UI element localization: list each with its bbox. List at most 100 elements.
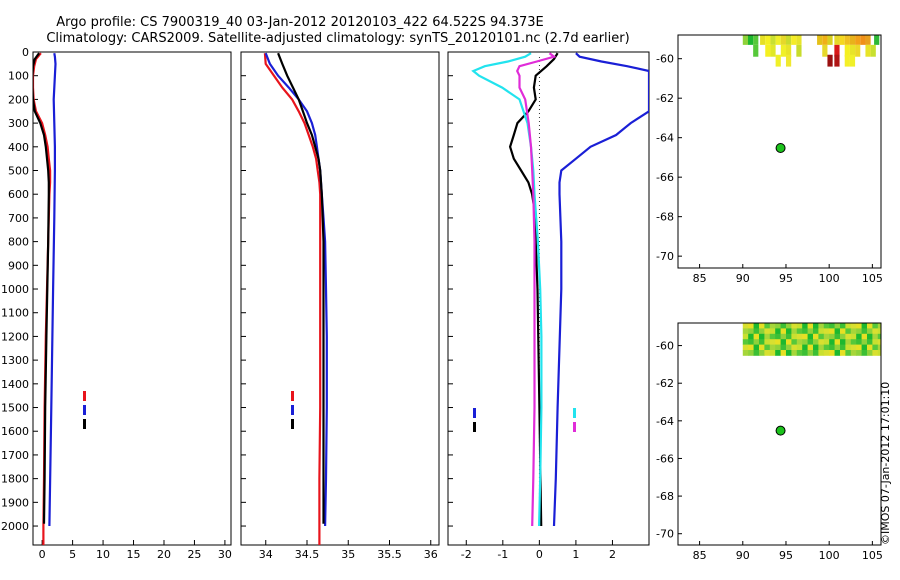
sla_map-ytick-label: -68 — [656, 490, 674, 503]
figure-title-line-2: Climatology: CARS2009. Satellite-adjuste… — [46, 31, 629, 46]
sla-cell — [791, 339, 798, 345]
sst_map-xtick-label: 100 — [819, 272, 840, 285]
sla-cell — [850, 333, 857, 340]
sst-cell — [765, 35, 771, 45]
sla-cell — [877, 350, 881, 356]
sst-cell — [874, 35, 880, 45]
temperature-ytick-label: 400 — [8, 141, 29, 154]
sla-cell — [812, 344, 819, 351]
sla_map-argo-position-marker — [775, 425, 786, 436]
salinity-frame — [240, 51, 440, 546]
sst-cell — [839, 35, 845, 45]
sla-cell — [796, 344, 803, 351]
sla_map-panel: 85 90 95 100 105 -60 -62 -64 -66 -68 -70 — [656, 322, 883, 562]
sla-cell — [758, 339, 765, 345]
temperature-series-1 — [48, 53, 57, 527]
difference-series-0 — [552, 52, 649, 527]
sla-cell — [839, 328, 846, 335]
sst-cell — [742, 35, 748, 45]
difference-series-1 — [508, 52, 559, 527]
sla-cell — [866, 339, 873, 345]
sla_map-xtick-label: 85 — [693, 549, 707, 562]
sla-cell — [791, 323, 798, 329]
sst-cell — [834, 35, 840, 45]
sla-cell — [802, 350, 808, 356]
difference-xtick-label: -1 — [497, 548, 508, 561]
salinity-xtick-label: 34.5 — [295, 548, 320, 561]
sla-cell — [861, 333, 868, 340]
sla_map-ytick-label: -66 — [656, 452, 674, 465]
sla-cell — [845, 344, 852, 351]
sla-cell — [877, 323, 881, 329]
sla-cell — [791, 333, 798, 340]
sla-cell — [769, 333, 776, 340]
sla-cell — [850, 323, 857, 329]
sla-cell — [823, 323, 830, 329]
sla-cell — [758, 323, 765, 329]
sla-cell — [775, 350, 781, 356]
sla_map-ytick-label: -64 — [656, 415, 674, 428]
temperature-legend-swatch — [83, 405, 86, 415]
sla-cell — [872, 350, 879, 356]
sla-cell — [780, 333, 787, 340]
salinity-legend-swatch — [291, 419, 294, 429]
sla-cell — [764, 323, 771, 329]
sla-cell — [872, 323, 879, 329]
sst-cell — [817, 35, 823, 45]
temperature-legend-swatch — [83, 391, 86, 401]
sst-cell — [770, 35, 776, 45]
salinity-xtick-label: 36 — [424, 548, 438, 561]
sla_map-ytick-label: -70 — [656, 528, 674, 541]
sla-cell — [780, 328, 787, 335]
temperature-ytick-label: 0 — [22, 46, 29, 59]
difference-panel: -2 -1 0 1 2 — [447, 51, 650, 561]
sla-cell — [823, 350, 830, 356]
sla-cell — [807, 344, 814, 351]
sla-cell — [856, 333, 862, 340]
sst_map-ytick-label: -62 — [656, 92, 674, 105]
sla-cell — [866, 344, 873, 351]
difference-legend-swatch — [573, 422, 576, 432]
salinity-xtick-label: 34 — [259, 548, 273, 561]
sla-cell — [818, 344, 825, 351]
sst_map-argo-position-marker — [775, 142, 786, 153]
sla-cell — [850, 350, 857, 356]
sla-cell — [861, 339, 868, 345]
sla-cell — [850, 344, 857, 351]
sla-cell — [839, 350, 846, 356]
sla-cell — [839, 339, 846, 345]
sla-cell — [802, 344, 808, 351]
temperature-xtick-label: 10 — [96, 548, 110, 561]
sla-cell — [818, 339, 825, 345]
sla-cell — [877, 339, 881, 345]
sla-cell — [866, 328, 873, 335]
sla-cell — [785, 344, 792, 351]
temperature-ytick-label: 1600 — [1, 425, 29, 438]
sla-cell — [780, 323, 787, 329]
sla-cell — [791, 350, 798, 356]
difference-xtick-label: 0 — [536, 548, 543, 561]
sla-cell — [834, 333, 841, 340]
sla-cell — [872, 333, 879, 340]
sst-cell — [747, 35, 754, 45]
sla-cell — [748, 333, 754, 340]
sla-cell — [866, 350, 873, 356]
sla-cell — [796, 323, 803, 329]
sla-cell — [769, 350, 776, 356]
sla-cell — [834, 339, 841, 345]
sla-cell — [866, 323, 873, 329]
sla-cell — [877, 344, 881, 351]
sla-cell — [807, 323, 814, 329]
sla-cell — [845, 350, 852, 356]
sst-cell — [780, 44, 786, 57]
sst_map-ytick-label: -64 — [656, 132, 674, 145]
temperature-ytick-label: 1100 — [1, 307, 29, 320]
sla-cell — [780, 339, 787, 345]
sla-cell — [802, 328, 808, 335]
sla-cell — [829, 333, 835, 340]
sst-cell — [753, 44, 759, 57]
sla-cell — [742, 333, 749, 340]
sla_map-ytick-label: -60 — [656, 340, 674, 353]
difference-legend-swatch — [573, 408, 576, 418]
sla-cell — [791, 328, 798, 335]
